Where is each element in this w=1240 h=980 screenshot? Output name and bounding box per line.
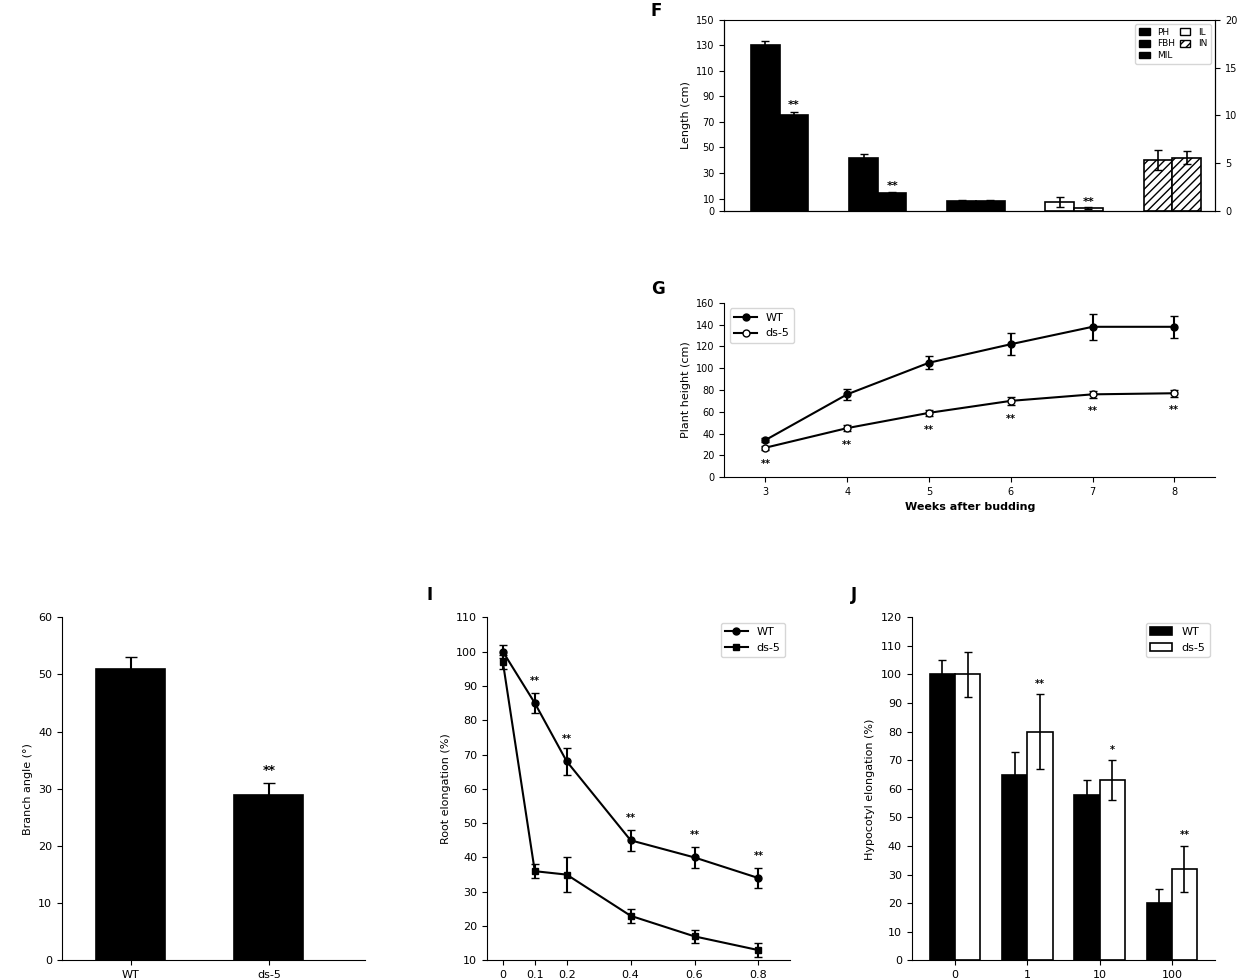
Text: D: D (234, 258, 250, 276)
Legend: PH, FBH, MIL, IL, IN: PH, FBH, MIL, IL, IN (1136, 24, 1210, 64)
Text: C: C (67, 258, 82, 276)
Y-axis label: Length (cm): Length (cm) (681, 81, 691, 149)
Text: **: ** (760, 459, 770, 468)
Bar (1045, 202, 1074, 212)
Text: I: I (427, 586, 433, 604)
Bar (878, 193, 906, 212)
Text: **: ** (1087, 407, 1097, 416)
Text: **: ** (562, 734, 572, 744)
Text: B: B (317, 28, 332, 48)
Text: **: ** (689, 830, 699, 840)
Bar (1074, 795, 1100, 960)
Text: **: ** (754, 851, 764, 860)
Bar (1074, 209, 1102, 212)
Bar (1172, 158, 1200, 212)
Bar (234, 795, 304, 960)
Text: **: ** (1169, 406, 1179, 416)
Bar (97, 668, 165, 960)
Legend: WT, ds-5: WT, ds-5 (720, 623, 785, 658)
Bar (849, 158, 878, 212)
Y-axis label: Branch angle (°): Branch angle (°) (22, 743, 32, 835)
Text: *: * (1110, 745, 1115, 755)
Text: **: ** (626, 813, 636, 823)
Y-axis label: Plant height (cm): Plant height (cm) (681, 342, 691, 438)
Bar (976, 201, 1004, 212)
Text: **: ** (263, 764, 275, 777)
Bar (1143, 160, 1172, 212)
Text: **: ** (1006, 414, 1016, 424)
Bar (930, 674, 955, 960)
Text: A: A (67, 28, 82, 48)
Text: E: E (396, 258, 409, 276)
Y-axis label: Hypocotyl elongation (%): Hypocotyl elongation (%) (866, 718, 875, 859)
Bar (751, 45, 780, 212)
Bar (955, 674, 981, 960)
Bar (1172, 869, 1197, 960)
Bar (1147, 904, 1172, 960)
Text: **: ** (529, 676, 539, 686)
Text: **: ** (887, 181, 898, 191)
Bar (947, 201, 976, 212)
Legend: WT, ds-5: WT, ds-5 (1146, 623, 1210, 658)
Text: J: J (851, 586, 857, 604)
Text: **: ** (1179, 830, 1189, 840)
Text: **: ** (789, 100, 800, 111)
Text: G: G (651, 280, 665, 298)
Y-axis label: Root elongation (%): Root elongation (%) (440, 733, 450, 844)
X-axis label: Weeks after budding: Weeks after budding (905, 503, 1035, 513)
Text: **: ** (1083, 197, 1095, 207)
Legend: WT, ds-5: WT, ds-5 (730, 309, 794, 343)
Bar (1027, 732, 1053, 960)
Bar (1100, 780, 1125, 960)
Text: **: ** (842, 440, 852, 450)
Text: **: ** (1035, 679, 1045, 689)
Text: **: ** (924, 425, 934, 435)
Text: F: F (651, 2, 662, 20)
Bar (780, 116, 808, 212)
Bar (1002, 774, 1027, 960)
